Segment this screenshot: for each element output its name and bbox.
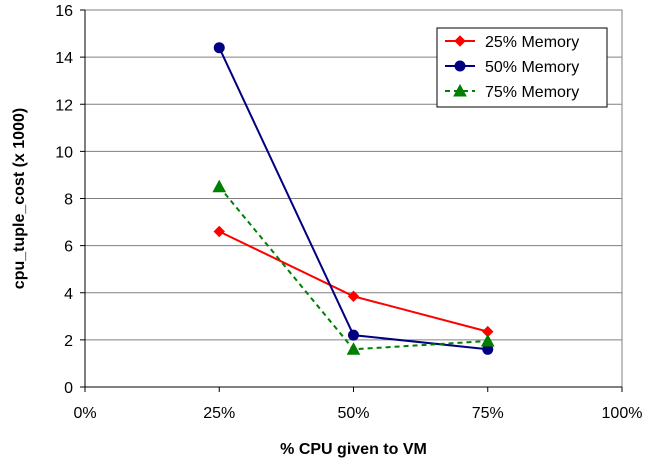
y-tick-label: 12	[55, 97, 73, 114]
legend-label: 50% Memory	[485, 59, 579, 76]
series-1	[213, 225, 494, 338]
y-tick-label: 4	[64, 286, 73, 303]
x-tick-label: 0%	[73, 405, 96, 422]
y-tick-label: 6	[64, 239, 73, 256]
legend-label: 25% Memory	[485, 34, 579, 51]
legend: 25% Memory 50% Memory 75% Memory	[436, 27, 608, 108]
data-point	[213, 225, 225, 238]
y-tick-label: 0	[64, 380, 73, 397]
y-tick-label: 2	[64, 333, 73, 350]
y-tick-label: 14	[55, 50, 73, 67]
y-tick-label: 8	[64, 192, 73, 209]
data-point	[212, 179, 227, 193]
gridlines	[85, 9, 622, 341]
y-axis-title: cpu_tuple_cost (x 1000)	[11, 108, 28, 289]
series-3	[212, 179, 495, 355]
data-point	[346, 342, 361, 355]
data-point	[480, 334, 495, 347]
x-tick-label: 25%	[203, 405, 235, 422]
legend-item: 75% Memory	[445, 83, 579, 101]
x-axis-title: % CPU given to VM	[280, 441, 427, 458]
data-point	[348, 329, 359, 341]
series-layer	[212, 42, 495, 355]
legend-marker	[453, 83, 467, 97]
legend-item: 50% Memory	[445, 59, 579, 76]
series-line	[218, 186, 488, 351]
y-axis-tick-labels: 0 2 4 6 8 10 12 14 16	[55, 3, 73, 397]
legend-item: 25% Memory	[445, 34, 579, 51]
x-tick-label: 100%	[602, 405, 643, 422]
x-tick-label: 75%	[472, 405, 504, 422]
y-tick-label: 16	[55, 3, 73, 20]
axes	[80, 9, 623, 392]
data-point	[213, 42, 225, 54]
data-point	[347, 290, 360, 302]
x-tick-label: 50%	[337, 405, 369, 422]
legend-marker	[454, 35, 466, 47]
legend-marker	[454, 60, 466, 72]
x-axis-tick-labels: 0% 25% 50% 75% 100%	[73, 405, 642, 422]
y-tick-label: 10	[55, 144, 73, 161]
series-line	[218, 230, 489, 333]
legend-label: 75% Memory	[485, 84, 579, 101]
